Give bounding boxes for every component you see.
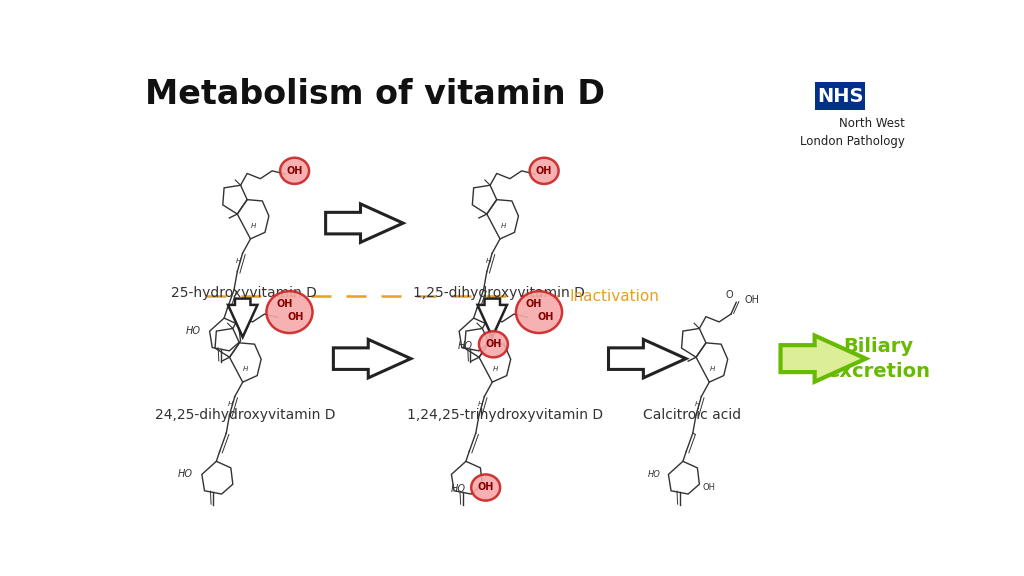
Text: 1,25-dihydroxyvitamin D: 1,25-dihydroxyvitamin D	[414, 286, 585, 300]
Text: OH: OH	[525, 300, 542, 309]
Text: Metabolism of vitamin D: Metabolism of vitamin D	[145, 78, 605, 111]
Ellipse shape	[471, 475, 500, 501]
Text: O: O	[726, 290, 733, 300]
Text: H: H	[694, 401, 700, 407]
Text: OH: OH	[744, 295, 759, 305]
Text: 1,24,25-trihydroxyvitamin D: 1,24,25-trihydroxyvitamin D	[407, 408, 603, 422]
Ellipse shape	[529, 158, 559, 184]
Polygon shape	[334, 339, 411, 378]
Text: Biliary
excretion: Biliary excretion	[826, 336, 930, 381]
FancyBboxPatch shape	[815, 82, 865, 110]
Text: H: H	[501, 223, 506, 229]
Polygon shape	[228, 298, 257, 337]
Polygon shape	[326, 204, 403, 242]
Text: NHS: NHS	[817, 86, 863, 105]
Text: HO: HO	[177, 469, 193, 479]
Text: H: H	[710, 366, 715, 372]
Ellipse shape	[479, 331, 508, 357]
Text: HO: HO	[451, 484, 465, 494]
Text: Calcitroic acid: Calcitroic acid	[643, 408, 741, 422]
Text: HO: HO	[185, 326, 201, 336]
Text: OH: OH	[536, 166, 552, 176]
Text: H: H	[228, 401, 233, 407]
Text: H: H	[251, 223, 256, 229]
Text: OH: OH	[485, 339, 502, 349]
Polygon shape	[477, 298, 507, 337]
Text: North West
London Pathology: North West London Pathology	[800, 117, 905, 148]
Text: 24,25-dihydroxyvitamin D: 24,25-dihydroxyvitamin D	[155, 408, 336, 422]
Polygon shape	[608, 339, 686, 378]
Text: OH: OH	[702, 483, 716, 492]
Ellipse shape	[516, 291, 562, 333]
Text: H: H	[236, 258, 242, 264]
Text: OH: OH	[276, 300, 293, 309]
Ellipse shape	[266, 291, 312, 333]
Text: H: H	[485, 258, 490, 264]
Text: 25-hydroxyvitamin D: 25-hydroxyvitamin D	[171, 286, 316, 300]
Text: OH: OH	[288, 312, 304, 323]
Text: HO: HO	[458, 341, 473, 351]
Text: HO: HO	[647, 470, 660, 479]
Text: H: H	[478, 401, 483, 407]
Text: OH: OH	[287, 166, 303, 176]
Polygon shape	[780, 336, 866, 382]
Text: OH: OH	[538, 312, 554, 323]
Ellipse shape	[281, 158, 309, 184]
Text: OH: OH	[477, 483, 494, 492]
Text: H: H	[493, 366, 499, 372]
Text: H: H	[244, 366, 249, 372]
Text: Inactivation: Inactivation	[569, 289, 659, 304]
